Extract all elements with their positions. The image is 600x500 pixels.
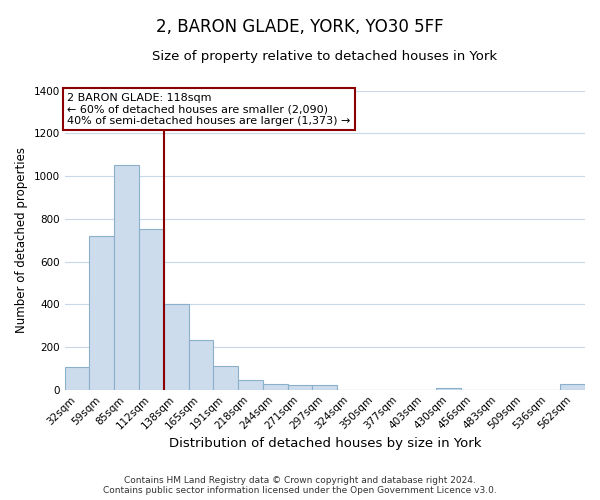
Bar <box>263 384 287 390</box>
Text: Contains HM Land Registry data © Crown copyright and database right 2024.
Contai: Contains HM Land Registry data © Crown c… <box>103 476 497 495</box>
Text: 2, BARON GLADE, YORK, YO30 5FF: 2, BARON GLADE, YORK, YO30 5FF <box>156 18 444 36</box>
Bar <box>436 388 461 390</box>
Bar <box>139 230 164 390</box>
Bar <box>89 236 114 390</box>
Bar <box>164 304 188 390</box>
Bar <box>287 385 313 390</box>
Y-axis label: Number of detached properties: Number of detached properties <box>15 147 28 333</box>
Bar <box>114 166 139 390</box>
Bar <box>188 340 214 390</box>
Title: Size of property relative to detached houses in York: Size of property relative to detached ho… <box>152 50 497 63</box>
Bar <box>65 366 89 390</box>
Text: 2 BARON GLADE: 118sqm
← 60% of detached houses are smaller (2,090)
40% of semi-d: 2 BARON GLADE: 118sqm ← 60% of detached … <box>67 92 350 126</box>
Bar <box>313 386 337 390</box>
Bar <box>560 384 585 390</box>
X-axis label: Distribution of detached houses by size in York: Distribution of detached houses by size … <box>169 437 481 450</box>
Bar <box>214 366 238 390</box>
Bar <box>238 380 263 390</box>
